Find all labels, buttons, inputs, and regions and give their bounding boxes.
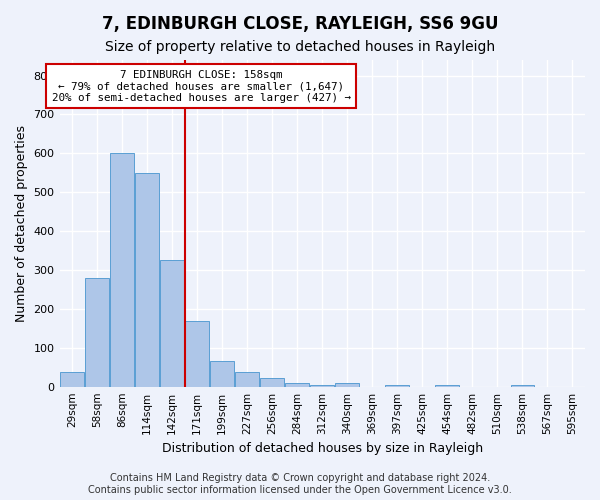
Bar (511, 384, 535, 386)
Bar (310, 384, 334, 386)
Bar (235, 372, 259, 386)
Bar (135, 173, 159, 386)
Bar (260, 378, 284, 386)
Text: Size of property relative to detached houses in Rayleigh: Size of property relative to detached ho… (105, 40, 495, 54)
Bar (210, 362, 234, 386)
Bar (436, 384, 459, 386)
Bar (85, 278, 109, 386)
Bar (185, 320, 209, 386)
X-axis label: Distribution of detached houses by size in Rayleigh: Distribution of detached houses by size … (162, 442, 483, 455)
Text: Contains HM Land Registry data © Crown copyright and database right 2024.
Contai: Contains HM Land Registry data © Crown c… (88, 474, 512, 495)
Text: 7, EDINBURGH CLOSE, RAYLEIGH, SS6 9GU: 7, EDINBURGH CLOSE, RAYLEIGH, SS6 9GU (102, 15, 498, 33)
Bar (385, 384, 409, 386)
Bar (60, 372, 84, 386)
Text: 7 EDINBURGH CLOSE: 158sqm
← 79% of detached houses are smaller (1,647)
20% of se: 7 EDINBURGH CLOSE: 158sqm ← 79% of detac… (52, 70, 351, 103)
Bar (335, 383, 359, 386)
Y-axis label: Number of detached properties: Number of detached properties (15, 125, 28, 322)
Bar (286, 383, 309, 386)
Bar (160, 260, 184, 386)
Bar (110, 154, 134, 386)
